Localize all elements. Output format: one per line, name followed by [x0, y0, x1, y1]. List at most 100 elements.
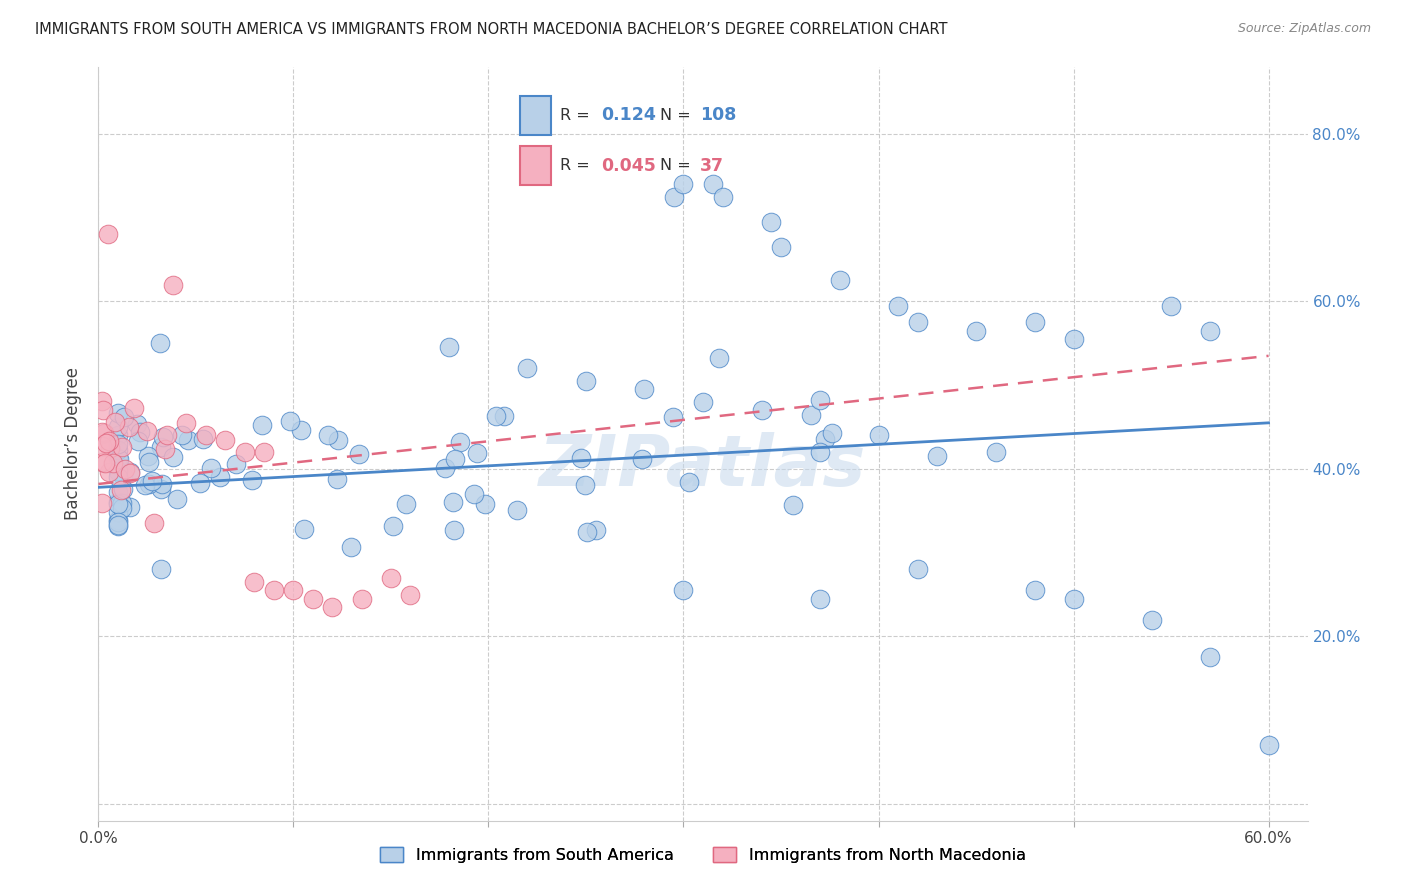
Point: [1063, 332, 1085, 346]
Point: [243, 574, 266, 589]
Point: [672, 583, 695, 598]
Point: [107, 420, 129, 434]
Point: [868, 428, 890, 442]
Point: [107, 504, 129, 518]
Point: [188, 475, 211, 490]
Point: [340, 540, 363, 554]
Point: [434, 461, 457, 475]
Point: [1160, 299, 1182, 313]
Point: [172, 428, 194, 442]
Point: [630, 451, 652, 466]
Point: [907, 315, 929, 329]
Point: [112, 410, 135, 425]
Point: [107, 518, 129, 533]
Point: [516, 361, 538, 376]
Point: [103, 415, 125, 429]
Point: [110, 483, 132, 497]
Point: [149, 336, 172, 351]
Point: [174, 416, 197, 430]
Point: [107, 513, 129, 527]
Point: [107, 405, 129, 419]
Point: [122, 401, 145, 415]
Point: [233, 445, 256, 459]
Point: [585, 523, 607, 537]
Point: [569, 450, 592, 465]
Point: [707, 351, 730, 365]
Point: [678, 475, 700, 489]
Point: [672, 177, 695, 191]
Point: [149, 482, 172, 496]
Point: [318, 427, 340, 442]
Text: IMMIGRANTS FROM SOUTH AMERICA VS IMMIGRANTS FROM NORTH MACEDONIA BACHELOR’S DEGR: IMMIGRANTS FROM SOUTH AMERICA VS IMMIGRA…: [35, 22, 948, 37]
Point: [107, 436, 129, 450]
Point: [97, 466, 120, 480]
Point: [441, 495, 464, 509]
Point: [702, 177, 724, 191]
Point: [91, 455, 114, 469]
Point: [118, 419, 141, 434]
Point: [278, 414, 301, 428]
Point: [93, 425, 115, 440]
Point: [107, 516, 129, 530]
Point: [485, 409, 508, 423]
Point: [1063, 591, 1085, 606]
Point: [118, 465, 141, 479]
Point: [103, 456, 125, 470]
Point: [112, 482, 135, 496]
Point: [292, 522, 315, 536]
Point: [283, 583, 305, 598]
Point: [439, 341, 461, 355]
Point: [209, 469, 232, 483]
Point: [253, 445, 276, 459]
Point: [107, 495, 129, 509]
Point: [326, 434, 349, 448]
Point: [150, 440, 173, 454]
Point: [290, 423, 312, 437]
Point: [112, 468, 135, 483]
Point: [662, 190, 685, 204]
Point: [91, 393, 114, 408]
Point: [111, 501, 134, 516]
Point: [111, 496, 134, 510]
Point: [107, 442, 129, 457]
Point: [925, 450, 948, 464]
Point: [828, 273, 851, 287]
Point: [808, 445, 831, 459]
Point: [107, 485, 129, 500]
Point: [127, 434, 149, 448]
Point: [692, 395, 714, 409]
Point: [492, 409, 515, 423]
Point: [141, 474, 163, 488]
Point: [814, 432, 837, 446]
Point: [107, 470, 129, 484]
Point: [326, 472, 349, 486]
Point: [96, 436, 118, 450]
Point: [214, 433, 236, 447]
Text: ZIPatlas: ZIPatlas: [540, 432, 866, 501]
Point: [200, 461, 222, 475]
Point: [156, 428, 179, 442]
Point: [252, 418, 274, 433]
Point: [225, 457, 247, 471]
Point: [633, 382, 655, 396]
Point: [166, 491, 188, 506]
Point: [463, 487, 485, 501]
Point: [1024, 315, 1046, 329]
Point: [574, 478, 596, 492]
Point: [91, 403, 114, 417]
Point: [907, 562, 929, 576]
Point: [444, 452, 467, 467]
Point: [395, 497, 418, 511]
Point: [821, 426, 844, 441]
Point: [465, 446, 488, 460]
Point: [129, 425, 152, 440]
Point: [153, 442, 176, 456]
Point: [177, 433, 200, 447]
Point: [136, 449, 159, 463]
Point: [107, 464, 129, 478]
Point: [194, 428, 217, 442]
Point: [800, 408, 823, 422]
Point: [810, 392, 832, 407]
Point: [143, 516, 166, 531]
Point: [575, 374, 598, 388]
